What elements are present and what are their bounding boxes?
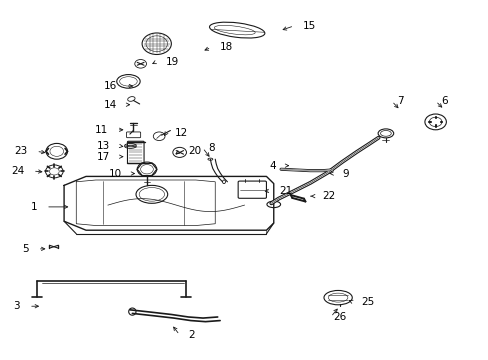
Text: 18: 18 xyxy=(220,42,233,52)
Text: 24: 24 xyxy=(11,166,24,176)
Text: 12: 12 xyxy=(175,128,188,138)
Text: 5: 5 xyxy=(22,244,29,254)
Text: 23: 23 xyxy=(14,146,27,156)
Text: 21: 21 xyxy=(279,186,292,196)
Text: 3: 3 xyxy=(14,301,20,311)
Text: 26: 26 xyxy=(332,312,346,322)
Text: 25: 25 xyxy=(361,297,374,307)
Text: 14: 14 xyxy=(103,100,117,110)
Text: 1: 1 xyxy=(31,202,37,212)
Text: 7: 7 xyxy=(396,96,403,106)
Text: 9: 9 xyxy=(341,168,348,179)
Text: 8: 8 xyxy=(207,143,214,153)
Text: 15: 15 xyxy=(303,21,316,31)
Text: 20: 20 xyxy=(188,146,201,156)
Text: 16: 16 xyxy=(103,81,117,91)
Text: 22: 22 xyxy=(322,191,335,201)
Text: 4: 4 xyxy=(269,161,276,171)
Text: 19: 19 xyxy=(165,57,179,67)
Text: 13: 13 xyxy=(97,141,110,151)
Text: 2: 2 xyxy=(188,330,195,340)
Text: 10: 10 xyxy=(108,168,122,179)
Text: 17: 17 xyxy=(97,152,110,162)
Text: 6: 6 xyxy=(440,96,447,106)
Text: 11: 11 xyxy=(95,125,108,135)
